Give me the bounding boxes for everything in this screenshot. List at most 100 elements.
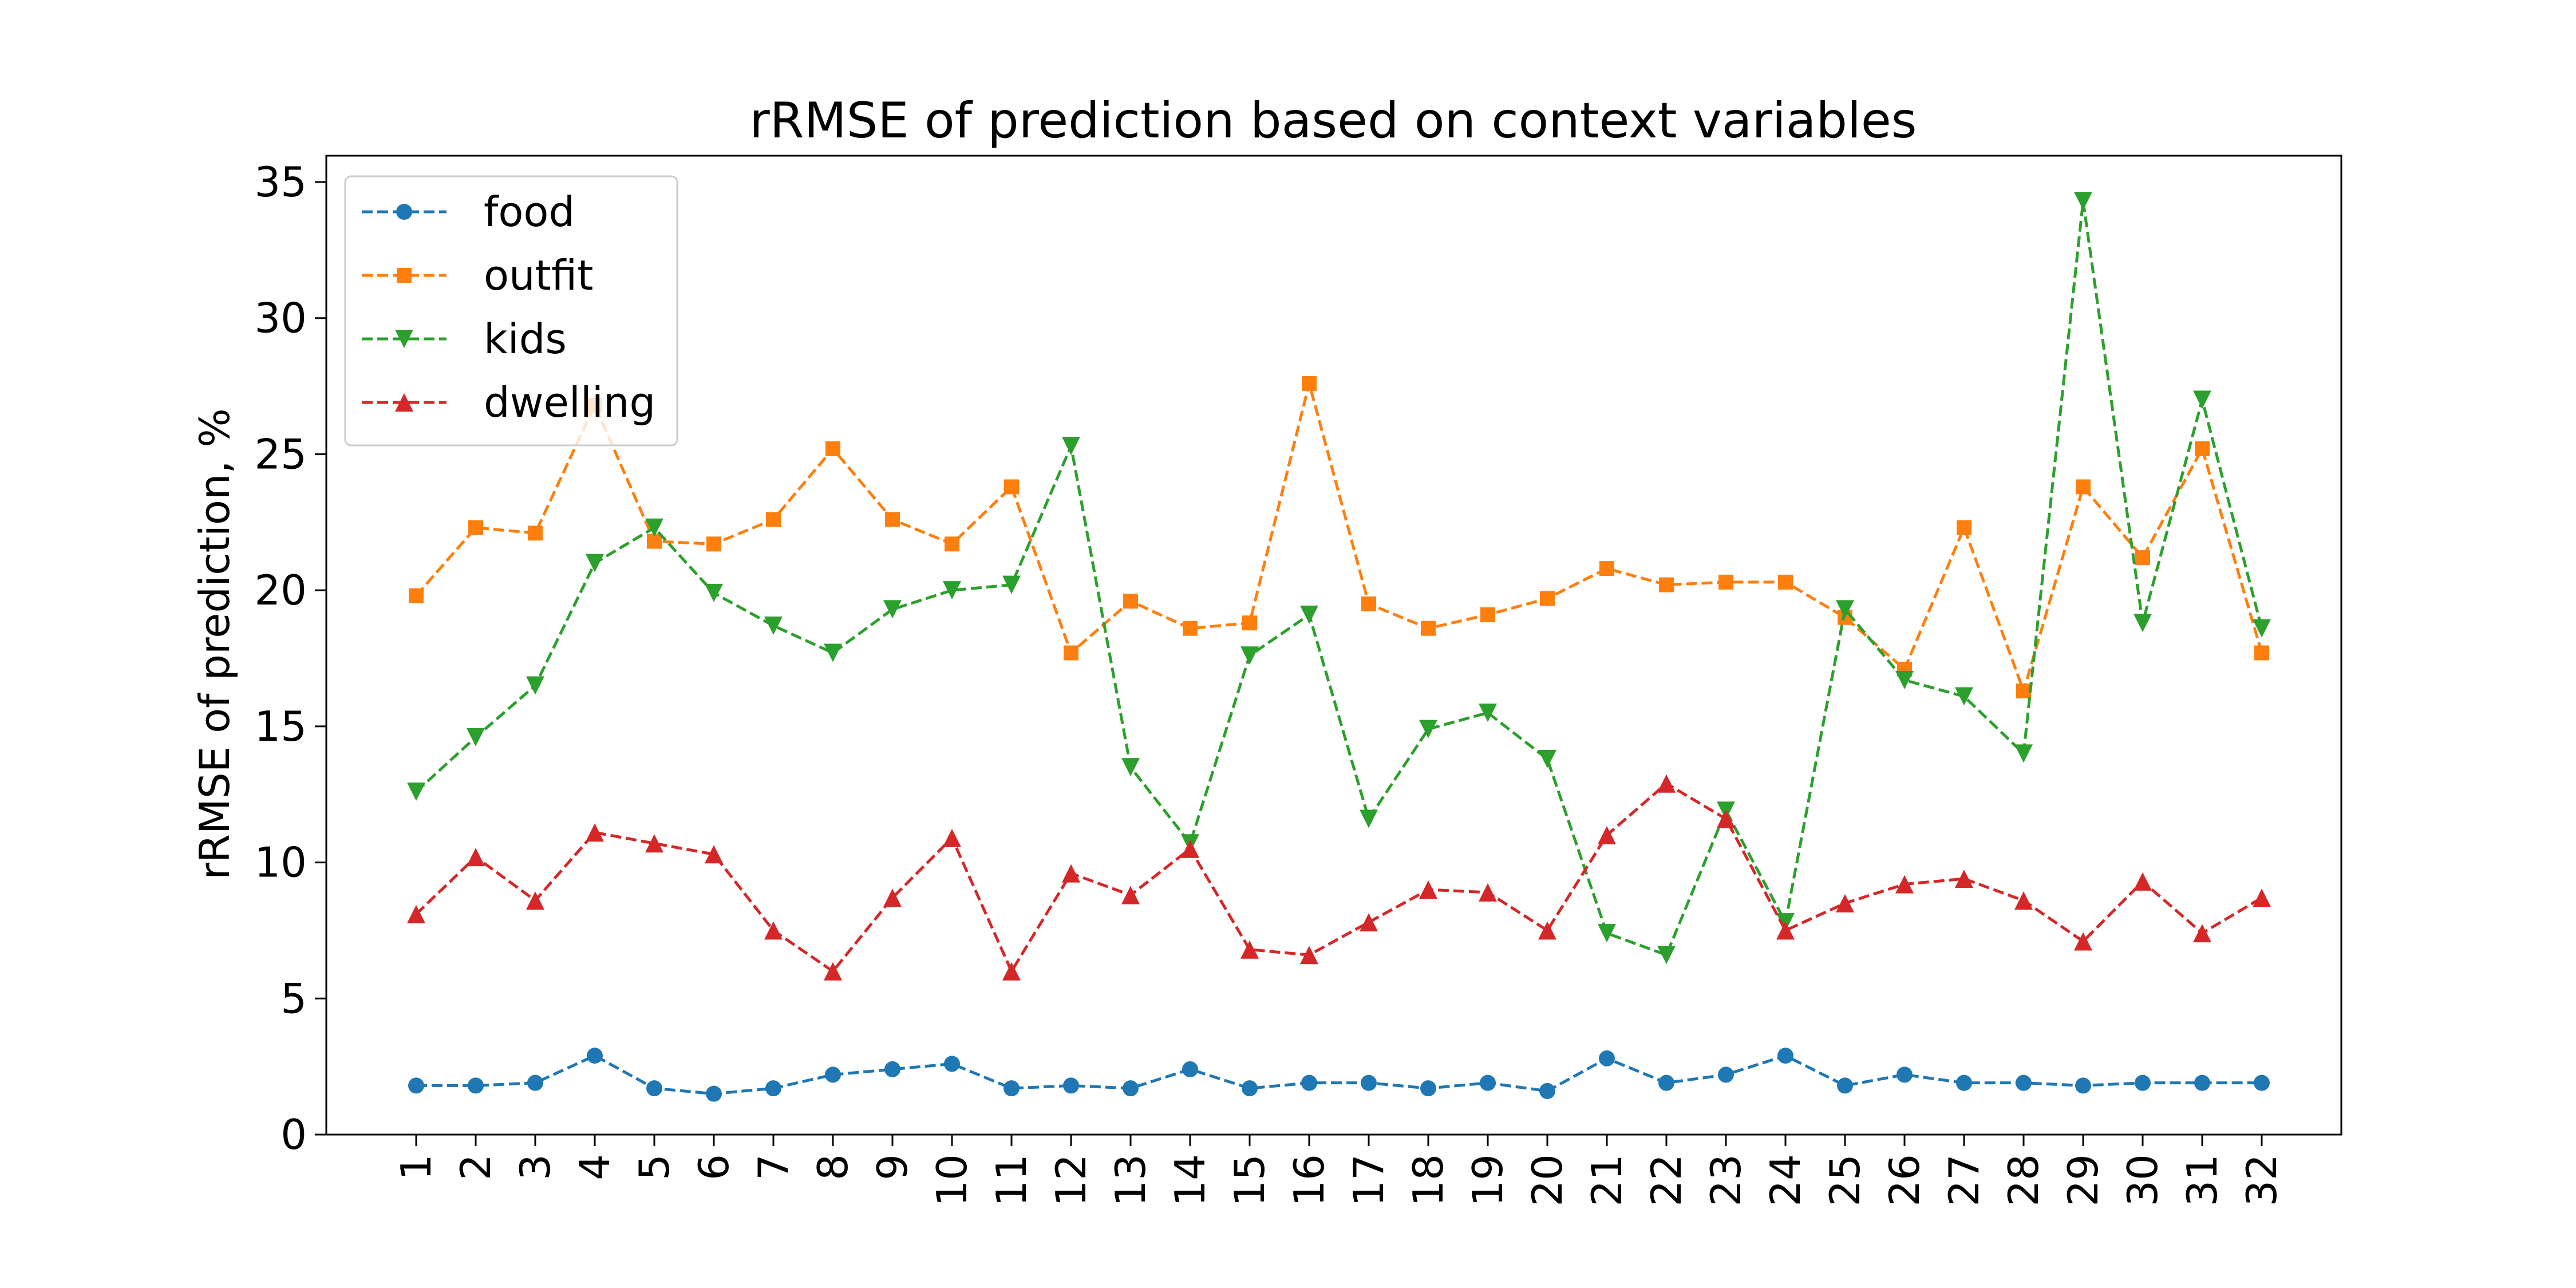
x-tick-label: 6	[690, 1154, 738, 1180]
legend-label: dwelling	[484, 378, 655, 426]
data-point-dwelling	[2014, 891, 2033, 910]
legend-box	[344, 175, 678, 447]
data-point-kids	[2193, 390, 2211, 409]
data-point-dwelling	[1062, 864, 1080, 883]
data-point-outfit	[409, 588, 424, 603]
data-point-outfit	[2195, 441, 2210, 456]
legend-marker	[395, 330, 413, 348]
data-point-dwelling	[1360, 913, 1378, 932]
data-point-kids	[407, 782, 425, 801]
y-tick-label: 15	[254, 702, 307, 750]
data-point-kids	[883, 600, 902, 619]
series-line-food	[416, 1054, 2262, 1096]
data-point-kids	[1300, 605, 1318, 624]
data-point-food	[1123, 1080, 1139, 1097]
data-point-dwelling	[2134, 872, 2152, 891]
data-point-food	[1301, 1074, 1317, 1091]
x-tick-label: 22	[1642, 1154, 1690, 1207]
data-point-food	[1599, 1050, 1615, 1066]
x-tick-label: 11	[987, 1154, 1036, 1207]
x-axis: 1 2 3 4 5 6 7 8 9 10 11 12 13 14 15 16 17 18 19 20 21 22 23 24 2…	[392, 1135, 2286, 1207]
x-tick-label: 2	[452, 1154, 500, 1180]
data-point-dwelling	[407, 904, 425, 923]
data-point-food	[1718, 1066, 1734, 1083]
data-point-food	[1182, 1061, 1198, 1077]
series-outfit	[409, 376, 2269, 699]
data-point-kids	[1538, 749, 1556, 768]
data-point-food	[1420, 1080, 1436, 1097]
legend-entry-food: food	[362, 188, 575, 236]
plot-frame	[325, 155, 2342, 1136]
x-tick-label: 28	[2000, 1154, 2048, 1207]
x-tick-label: 17	[1345, 1154, 1393, 1207]
legend-entry-dwelling: dwelling	[362, 378, 655, 426]
data-point-outfit	[1778, 574, 1793, 590]
x-tick-label: 1	[392, 1154, 440, 1180]
data-point-food	[1837, 1077, 1853, 1094]
y-tick-label: 25	[254, 430, 307, 478]
data-point-dwelling	[1717, 809, 1735, 828]
data-point-food	[825, 1066, 841, 1083]
x-tick-label: 32	[2238, 1154, 2286, 1207]
data-point-outfit	[1064, 645, 1078, 661]
data-point-dwelling	[1121, 886, 1140, 904]
y-tick-label: 35	[254, 158, 307, 206]
x-tick-label: 24	[1761, 1154, 1809, 1207]
series-dwelling	[407, 774, 2271, 981]
data-point-dwelling	[2074, 932, 2092, 951]
y-tick-label: 20	[254, 566, 307, 614]
data-point-outfit	[945, 536, 959, 552]
legend: food outfit kids dwelling	[344, 175, 678, 447]
x-tick-label: 18	[1404, 1154, 1452, 1207]
chart-title: rRMSE of prediction based on context var…	[749, 92, 1917, 149]
x-tick-label: 12	[1047, 1154, 1095, 1207]
data-point-dwelling	[1657, 774, 1676, 793]
data-point-food	[2194, 1074, 2210, 1091]
data-point-food	[2016, 1074, 2032, 1091]
data-point-outfit	[1599, 561, 1614, 576]
data-point-outfit	[1718, 574, 1733, 590]
y-tick-label: 30	[254, 294, 307, 342]
data-point-food	[1480, 1074, 1496, 1091]
x-tick-label: 21	[1583, 1154, 1631, 1207]
data-point-kids	[645, 518, 663, 537]
data-point-food	[2075, 1077, 2091, 1094]
x-tick-label: 29	[2059, 1154, 2107, 1207]
x-tick-label: 5	[630, 1154, 678, 1180]
data-point-food	[2135, 1074, 2151, 1091]
plot-area	[407, 192, 2271, 1102]
data-point-dwelling	[467, 848, 485, 867]
data-point-outfit	[2016, 683, 2031, 699]
data-point-food	[527, 1074, 543, 1091]
data-point-dwelling	[1002, 962, 1021, 981]
data-point-food	[408, 1077, 424, 1094]
x-tick-label: 13	[1107, 1154, 1155, 1207]
data-point-kids	[1360, 809, 1378, 828]
x-tick-label: 8	[809, 1154, 857, 1180]
series-line-dwelling	[415, 781, 2263, 975]
x-tick-label: 25	[1821, 1154, 1869, 1207]
data-point-outfit	[1004, 479, 1019, 495]
data-point-kids	[467, 728, 485, 746]
x-tick-label: 14	[1166, 1154, 1214, 1207]
data-point-dwelling	[1598, 826, 1616, 845]
data-point-food	[468, 1077, 484, 1094]
data-point-outfit	[825, 441, 840, 456]
data-point-kids	[824, 643, 842, 662]
data-point-kids	[1479, 704, 1497, 722]
data-point-food	[2254, 1074, 2270, 1091]
data-point-dwelling	[586, 823, 604, 842]
data-point-kids	[1419, 720, 1437, 738]
data-point-kids	[2253, 619, 2271, 638]
data-point-kids	[1657, 946, 1676, 965]
data-point-kids	[764, 616, 783, 635]
x-tick-label: 7	[749, 1154, 797, 1180]
data-point-kids	[705, 583, 723, 602]
data-point-outfit	[706, 536, 721, 552]
data-point-outfit	[1361, 596, 1376, 611]
data-point-dwelling	[1479, 883, 1497, 902]
data-point-dwelling	[2193, 924, 2211, 943]
series-line-kids	[415, 200, 2263, 957]
data-point-dwelling	[824, 962, 842, 981]
